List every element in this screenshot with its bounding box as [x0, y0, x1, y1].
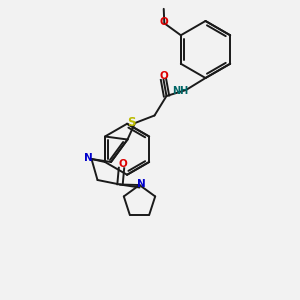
Text: O: O: [159, 17, 168, 27]
Text: O: O: [159, 71, 168, 81]
Text: NH: NH: [172, 86, 189, 96]
Text: S: S: [127, 116, 136, 130]
Text: N: N: [136, 179, 146, 189]
Text: N: N: [83, 152, 92, 163]
Text: O: O: [118, 159, 127, 170]
